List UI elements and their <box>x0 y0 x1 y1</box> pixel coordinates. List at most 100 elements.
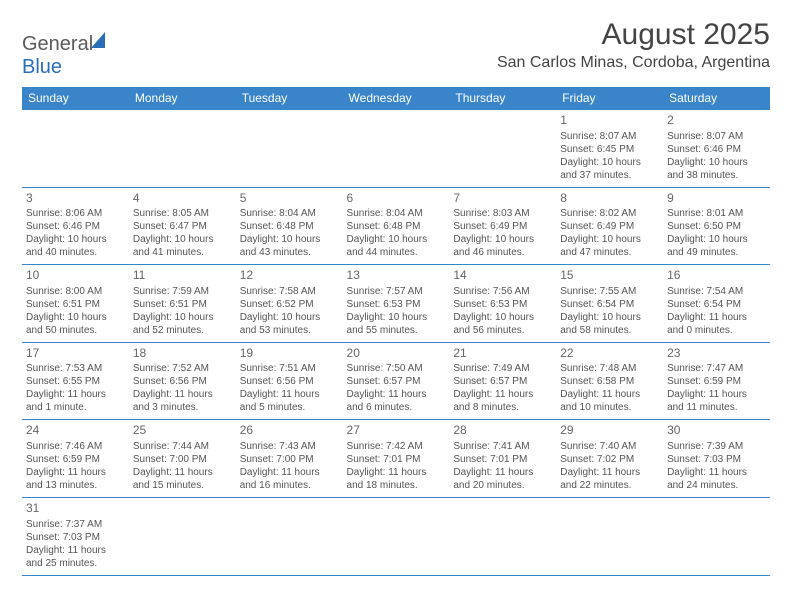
day-number: 24 <box>26 423 125 439</box>
day-number: 16 <box>667 268 766 284</box>
day-cell: 1Sunrise: 8:07 AMSunset: 6:45 PMDaylight… <box>556 110 663 188</box>
sunset-text: Sunset: 6:59 PM <box>26 453 125 466</box>
sunrise-text: Sunrise: 8:04 AM <box>347 207 446 220</box>
empty-cell <box>449 110 556 188</box>
sunset-text: Sunset: 6:58 PM <box>560 375 659 388</box>
daylight-text: Daylight: 11 hours and 3 minutes. <box>133 388 232 414</box>
daylight-text: Daylight: 11 hours and 8 minutes. <box>453 388 552 414</box>
day-cell: 3Sunrise: 8:06 AMSunset: 6:46 PMDaylight… <box>22 187 129 265</box>
sunrise-text: Sunrise: 7:46 AM <box>26 440 125 453</box>
daylight-text: Daylight: 11 hours and 0 minutes. <box>667 311 766 337</box>
day-number: 30 <box>667 423 766 439</box>
day-cell: 2Sunrise: 8:07 AMSunset: 6:46 PMDaylight… <box>663 110 770 188</box>
sunset-text: Sunset: 6:54 PM <box>667 298 766 311</box>
sunrise-text: Sunrise: 8:06 AM <box>26 207 125 220</box>
sail-icon <box>91 32 105 48</box>
day-number: 17 <box>26 346 125 362</box>
day-cell: 21Sunrise: 7:49 AMSunset: 6:57 PMDayligh… <box>449 342 556 420</box>
day-number: 29 <box>560 423 659 439</box>
day-cell: 28Sunrise: 7:41 AMSunset: 7:01 PMDayligh… <box>449 420 556 498</box>
sunrise-text: Sunrise: 7:52 AM <box>133 362 232 375</box>
col-header-sunday: Sunday <box>22 87 129 110</box>
empty-cell <box>663 497 770 575</box>
daylight-text: Daylight: 11 hours and 22 minutes. <box>560 466 659 492</box>
day-number: 5 <box>240 191 339 207</box>
daylight-text: Daylight: 10 hours and 40 minutes. <box>26 233 125 259</box>
day-number: 14 <box>453 268 552 284</box>
sunrise-text: Sunrise: 8:05 AM <box>133 207 232 220</box>
empty-cell <box>22 110 129 188</box>
day-number: 7 <box>453 191 552 207</box>
day-number: 22 <box>560 346 659 362</box>
daylight-text: Daylight: 11 hours and 20 minutes. <box>453 466 552 492</box>
sunrise-text: Sunrise: 7:41 AM <box>453 440 552 453</box>
sunrise-text: Sunrise: 8:04 AM <box>240 207 339 220</box>
sunrise-text: Sunrise: 7:51 AM <box>240 362 339 375</box>
daylight-text: Daylight: 10 hours and 52 minutes. <box>133 311 232 337</box>
day-number: 23 <box>667 346 766 362</box>
daylight-text: Daylight: 10 hours and 41 minutes. <box>133 233 232 259</box>
day-cell: 4Sunrise: 8:05 AMSunset: 6:47 PMDaylight… <box>129 187 236 265</box>
week-row: 10Sunrise: 8:00 AMSunset: 6:51 PMDayligh… <box>22 265 770 343</box>
day-cell: 27Sunrise: 7:42 AMSunset: 7:01 PMDayligh… <box>343 420 450 498</box>
sunrise-text: Sunrise: 8:00 AM <box>26 285 125 298</box>
week-row: 3Sunrise: 8:06 AMSunset: 6:46 PMDaylight… <box>22 187 770 265</box>
day-number: 12 <box>240 268 339 284</box>
sunrise-text: Sunrise: 8:02 AM <box>560 207 659 220</box>
sunset-text: Sunset: 6:53 PM <box>453 298 552 311</box>
sunrise-text: Sunrise: 7:58 AM <box>240 285 339 298</box>
day-cell: 18Sunrise: 7:52 AMSunset: 6:56 PMDayligh… <box>129 342 236 420</box>
day-number: 18 <box>133 346 232 362</box>
sunset-text: Sunset: 6:59 PM <box>667 375 766 388</box>
sunrise-text: Sunrise: 8:03 AM <box>453 207 552 220</box>
sunrise-text: Sunrise: 7:47 AM <box>667 362 766 375</box>
daylight-text: Daylight: 11 hours and 25 minutes. <box>26 544 125 570</box>
title-block: August 2025 San Carlos Minas, Cordoba, A… <box>497 18 770 72</box>
sunset-text: Sunset: 6:54 PM <box>560 298 659 311</box>
month-title: August 2025 <box>497 18 770 52</box>
sunrise-text: Sunrise: 7:56 AM <box>453 285 552 298</box>
sunset-text: Sunset: 6:46 PM <box>26 220 125 233</box>
day-cell: 25Sunrise: 7:44 AMSunset: 7:00 PMDayligh… <box>129 420 236 498</box>
day-number: 20 <box>347 346 446 362</box>
daylight-text: Daylight: 11 hours and 5 minutes. <box>240 388 339 414</box>
day-number: 2 <box>667 113 766 129</box>
empty-cell <box>129 110 236 188</box>
daylight-text: Daylight: 11 hours and 13 minutes. <box>26 466 125 492</box>
day-number: 25 <box>133 423 232 439</box>
day-number: 13 <box>347 268 446 284</box>
sunrise-text: Sunrise: 7:48 AM <box>560 362 659 375</box>
daylight-text: Daylight: 10 hours and 55 minutes. <box>347 311 446 337</box>
sunset-text: Sunset: 7:03 PM <box>667 453 766 466</box>
day-cell: 24Sunrise: 7:46 AMSunset: 6:59 PMDayligh… <box>22 420 129 498</box>
day-number: 1 <box>560 113 659 129</box>
daylight-text: Daylight: 11 hours and 24 minutes. <box>667 466 766 492</box>
day-cell: 19Sunrise: 7:51 AMSunset: 6:56 PMDayligh… <box>236 342 343 420</box>
day-number: 27 <box>347 423 446 439</box>
daylight-text: Daylight: 10 hours and 53 minutes. <box>240 311 339 337</box>
sunrise-text: Sunrise: 7:53 AM <box>26 362 125 375</box>
day-cell: 6Sunrise: 8:04 AMSunset: 6:48 PMDaylight… <box>343 187 450 265</box>
day-number: 3 <box>26 191 125 207</box>
sunset-text: Sunset: 6:56 PM <box>240 375 339 388</box>
daylight-text: Daylight: 10 hours and 43 minutes. <box>240 233 339 259</box>
day-cell: 17Sunrise: 7:53 AMSunset: 6:55 PMDayligh… <box>22 342 129 420</box>
location: San Carlos Minas, Cordoba, Argentina <box>497 54 770 72</box>
sunset-text: Sunset: 6:57 PM <box>347 375 446 388</box>
daylight-text: Daylight: 10 hours and 49 minutes. <box>667 233 766 259</box>
day-number: 21 <box>453 346 552 362</box>
daylight-text: Daylight: 11 hours and 16 minutes. <box>240 466 339 492</box>
sunset-text: Sunset: 6:51 PM <box>133 298 232 311</box>
sunset-text: Sunset: 7:01 PM <box>453 453 552 466</box>
day-cell: 11Sunrise: 7:59 AMSunset: 6:51 PMDayligh… <box>129 265 236 343</box>
sunset-text: Sunset: 6:56 PM <box>133 375 232 388</box>
empty-cell <box>556 497 663 575</box>
daylight-text: Daylight: 10 hours and 50 minutes. <box>26 311 125 337</box>
day-number: 8 <box>560 191 659 207</box>
sunrise-text: Sunrise: 7:49 AM <box>453 362 552 375</box>
col-header-saturday: Saturday <box>663 87 770 110</box>
sunset-text: Sunset: 7:01 PM <box>347 453 446 466</box>
day-cell: 12Sunrise: 7:58 AMSunset: 6:52 PMDayligh… <box>236 265 343 343</box>
sunrise-text: Sunrise: 8:07 AM <box>560 130 659 143</box>
sunset-text: Sunset: 7:00 PM <box>240 453 339 466</box>
